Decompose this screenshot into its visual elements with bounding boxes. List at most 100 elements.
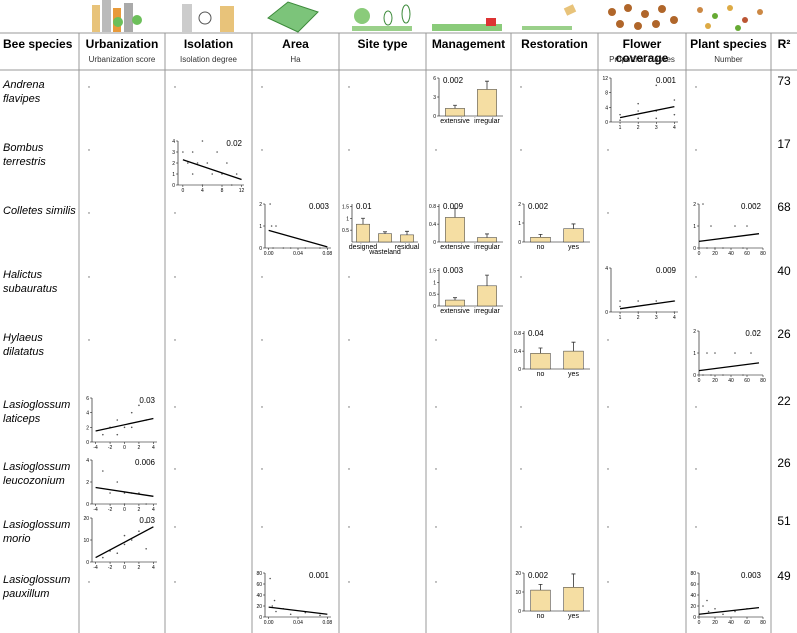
p-value: 0.02 bbox=[745, 329, 761, 338]
empty-dot bbox=[261, 468, 263, 470]
point bbox=[289, 613, 292, 616]
y-tick-label: 8 bbox=[605, 91, 608, 97]
point bbox=[116, 552, 119, 554]
y-tick-label: 0 bbox=[86, 440, 89, 446]
point bbox=[271, 605, 274, 607]
point bbox=[655, 311, 658, 313]
species-name: Lasioglossum morio bbox=[3, 519, 71, 545]
y-tick-label: 6 bbox=[86, 396, 89, 402]
y-tick-label: 20 bbox=[690, 604, 696, 610]
column-unit: Number bbox=[714, 55, 743, 64]
y-tick-label: 4 bbox=[86, 458, 89, 464]
r-squared: 49 bbox=[777, 569, 791, 583]
x-tick-label: 0.00 bbox=[264, 251, 274, 257]
p-value: 0.006 bbox=[135, 458, 156, 467]
point bbox=[182, 151, 184, 153]
empty-dot bbox=[88, 339, 90, 341]
point bbox=[116, 419, 119, 421]
column-header: Area bbox=[282, 37, 309, 51]
empty-dot bbox=[348, 276, 350, 278]
empty-dot bbox=[88, 86, 90, 88]
empty-dot bbox=[88, 581, 90, 583]
regression-line bbox=[619, 300, 675, 310]
empty-dot bbox=[174, 581, 176, 583]
r-squared: 26 bbox=[777, 327, 791, 341]
point bbox=[673, 113, 676, 116]
empty-dot bbox=[348, 526, 350, 528]
point bbox=[619, 300, 621, 302]
point bbox=[123, 426, 126, 429]
x-tick-label: 4 bbox=[152, 507, 155, 513]
bar bbox=[356, 223, 370, 243]
point bbox=[714, 352, 716, 354]
empty-dot bbox=[695, 86, 697, 88]
species-name: Lasioglossum pauxillum bbox=[3, 574, 71, 600]
empty-dot bbox=[174, 276, 176, 278]
empty-dot bbox=[435, 526, 437, 528]
point bbox=[273, 599, 276, 602]
point bbox=[742, 374, 744, 376]
point bbox=[750, 574, 752, 577]
point bbox=[750, 352, 752, 354]
p-value: 0.001 bbox=[309, 571, 330, 580]
empty-dot bbox=[435, 406, 437, 408]
y-tick-label: 0 bbox=[518, 367, 521, 373]
category-label: extensive bbox=[440, 118, 470, 125]
empty-dot bbox=[174, 468, 176, 470]
y-tick-label: 0 bbox=[433, 240, 436, 246]
point bbox=[201, 140, 204, 142]
regression-line bbox=[619, 105, 675, 119]
y-tick-label: 1 bbox=[259, 224, 262, 230]
point bbox=[123, 543, 126, 546]
p-value: 0.003 bbox=[443, 266, 464, 275]
point bbox=[637, 110, 639, 112]
bar bbox=[530, 237, 551, 243]
regression-line bbox=[95, 526, 154, 559]
point bbox=[191, 173, 194, 175]
y-tick-label: 4 bbox=[605, 105, 608, 111]
r-squared: 51 bbox=[777, 514, 791, 528]
y-tick-label: 0 bbox=[86, 560, 89, 566]
point bbox=[102, 556, 104, 559]
species-name: Colletes similis bbox=[3, 205, 76, 217]
p-value: 0.002 bbox=[528, 571, 549, 580]
point bbox=[211, 173, 214, 175]
empty-dot bbox=[607, 468, 609, 470]
empty-dot bbox=[695, 149, 697, 151]
y-tick-label: 0.4 bbox=[514, 349, 521, 355]
point bbox=[714, 247, 716, 249]
y-tick-label: 10 bbox=[83, 538, 89, 544]
bar bbox=[563, 587, 584, 612]
y-tick-label: 1 bbox=[693, 224, 696, 230]
x-tick-label: 4 bbox=[152, 445, 155, 451]
empty-dot bbox=[607, 581, 609, 583]
bar bbox=[400, 234, 414, 243]
p-value: 0.002 bbox=[443, 76, 464, 85]
point bbox=[655, 117, 658, 120]
error-bar bbox=[571, 223, 576, 229]
column-header: Bee species bbox=[3, 37, 73, 51]
y-tick-label: 0 bbox=[172, 183, 175, 189]
y-tick-label: 2 bbox=[693, 329, 696, 335]
empty-dot bbox=[435, 581, 437, 583]
point bbox=[746, 225, 748, 227]
point bbox=[230, 184, 233, 186]
y-tick-label: 0 bbox=[693, 615, 696, 621]
column-unit: Proportion classes bbox=[609, 55, 675, 64]
error-bar bbox=[453, 208, 457, 218]
p-value: 0.009 bbox=[443, 202, 464, 211]
p-value: 0.009 bbox=[656, 266, 677, 275]
species-name: Lasioglossum laticeps bbox=[3, 399, 71, 425]
category-label: extensive bbox=[440, 308, 470, 315]
p-value: 0.04 bbox=[528, 329, 544, 338]
point bbox=[734, 610, 736, 613]
empty-dot bbox=[174, 339, 176, 341]
p-value: 0.03 bbox=[139, 396, 155, 405]
category-label: no bbox=[537, 244, 545, 251]
point bbox=[130, 426, 133, 429]
y-tick-label: 80 bbox=[256, 571, 262, 577]
x-tick-label: 0 bbox=[123, 507, 126, 513]
point bbox=[109, 492, 111, 494]
empty-dot bbox=[435, 339, 437, 341]
x-tick-label: 60 bbox=[744, 620, 750, 626]
